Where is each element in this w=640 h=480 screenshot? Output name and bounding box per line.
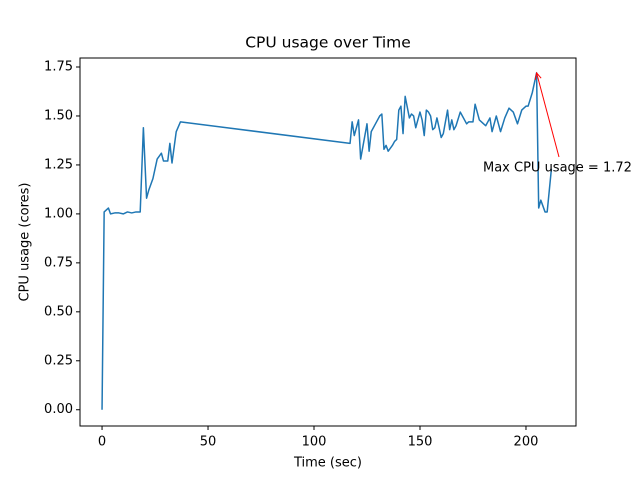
x-axis-label: Time (sec) [293,456,362,471]
y-axis-label: CPU usage (cores) [18,183,33,302]
x-tick-label: 0 [98,435,106,450]
y-tick-label: 0.00 [44,402,73,417]
y-tick-label: 0.50 [44,304,73,319]
y-tick-label: 1.50 [44,108,73,123]
x-tick-label: 50 [200,435,217,450]
y-tick-label: 1.25 [44,157,73,172]
data-line [101,72,553,410]
y-tick-label: 0.25 [44,353,73,368]
x-tick-label: 100 [302,435,327,450]
annotation-arrowhead [534,71,542,80]
x-tick-label: 200 [514,435,539,450]
x-tick-label: 150 [408,435,433,450]
annotation-arrow [536,72,560,158]
axes-frame [79,57,577,427]
chart-title: CPU usage over Time [245,34,411,52]
y-tick-label: 1.75 [44,60,73,75]
annotation-text: Max CPU usage = 1.72 [483,161,632,176]
y-tick-label: 0.75 [44,255,73,270]
y-tick-label: 1.00 [44,206,73,221]
